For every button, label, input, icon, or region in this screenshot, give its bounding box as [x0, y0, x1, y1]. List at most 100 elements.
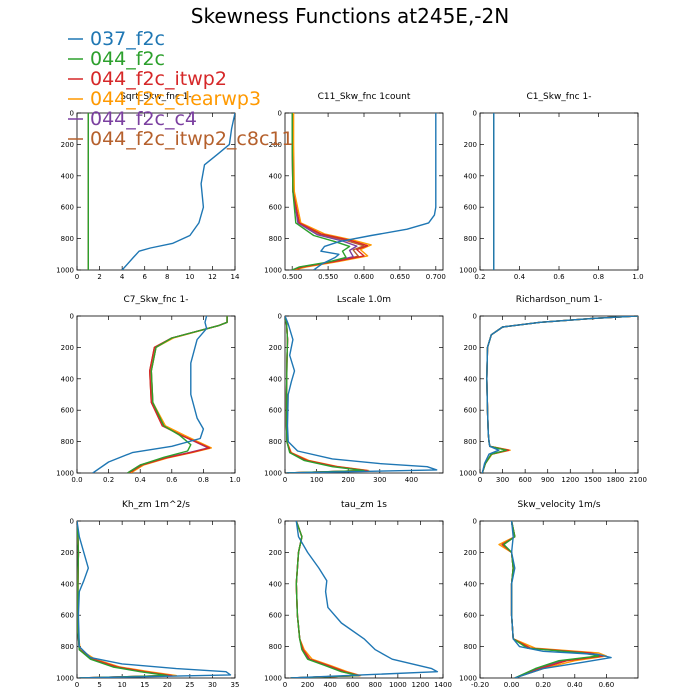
x-tick-label: 0	[478, 476, 482, 484]
y-tick-label: 800	[269, 235, 282, 243]
y-tick-label: 1000	[56, 267, 74, 275]
y-tick-label: 400	[269, 172, 282, 180]
figure-title: Skewness Functions at245E,-2N	[191, 4, 509, 28]
plot-frame	[76, 112, 236, 271]
panel-5: Lscale 1.0m 0 100 200 300 400 0 200 400 600 800 100…	[264, 295, 444, 484]
x-tick-label: 1200	[412, 681, 430, 689]
panel-title: Lscale 1.0m	[337, 295, 391, 305]
y-tick-label: 400	[464, 375, 477, 383]
x-tick-label: 1.0	[632, 273, 643, 281]
x-tick-label: -0.20	[471, 681, 489, 689]
legend-label: 044_f2c_itwp2_c8c11	[90, 128, 294, 150]
y-tick-label: 200	[61, 549, 74, 557]
series-line-037_f2c	[285, 316, 438, 473]
y-tick-label: 800	[464, 235, 477, 243]
x-tick-label: 600	[346, 681, 359, 689]
x-tick-label: 300	[373, 476, 386, 484]
x-tick-label: 1400	[434, 681, 452, 689]
x-tick-label: 0.550	[318, 273, 338, 281]
y-tick-label: 0	[70, 110, 74, 118]
x-tick-label: 10	[185, 273, 194, 281]
series-group	[290, 521, 439, 678]
x-tick-label: 8	[165, 273, 169, 281]
series-line-037_f2c	[92, 316, 208, 473]
x-tick-label: 0.6	[166, 476, 178, 484]
panel-title: C7_Skw_fnc 1-	[124, 295, 189, 305]
x-tick-label: 0.40	[567, 681, 583, 689]
y-tick-label: 1000	[459, 675, 477, 683]
series-group	[291, 113, 437, 270]
legend-label: 044_f2c_itwp2	[90, 68, 227, 90]
x-tick-label: 0	[283, 681, 287, 689]
series-group	[498, 521, 612, 678]
x-tick-label: 30	[208, 681, 217, 689]
series-line-044_f2c	[127, 316, 228, 473]
x-tick-label: 400	[405, 476, 418, 484]
panel-title: Sqrt_Skw_fnc 1-	[120, 92, 192, 102]
series-line-044_f2c_clearwp3	[130, 316, 228, 473]
x-tick-label: 0.500	[282, 273, 302, 281]
x-tick-label: 0.0	[71, 476, 82, 484]
x-tick-label: 4	[120, 273, 125, 281]
y-tick-label: 400	[269, 580, 282, 588]
panel-2: C11_Skw_fnc 1count 0.500 0.550 0.600 0.650 0.…	[264, 92, 446, 281]
y-tick-label: 1000	[264, 675, 282, 683]
y-tick-label: 200	[269, 141, 282, 149]
series-group	[481, 316, 638, 473]
y-tick-label: 600	[269, 204, 282, 212]
legend-label: 044_f2c	[90, 48, 165, 70]
x-tick-label: 0.20	[535, 681, 551, 689]
x-tick-label: 35	[231, 681, 240, 689]
series-line-044_f2c	[291, 113, 351, 270]
series-line-037_f2c	[77, 521, 232, 678]
y-tick-label: 1000	[264, 470, 282, 478]
plot-frame	[479, 315, 639, 474]
panel-1: Sqrt_Skw_fnc 1- 0 2 4 6 8 10 12 14 0 200 400 600 800 1…	[56, 92, 240, 281]
series-line-044_f2c_clearwp3	[290, 521, 362, 678]
y-tick-label: 200	[269, 344, 282, 352]
series-group	[87, 113, 235, 270]
y-tick-label: 200	[61, 141, 74, 149]
x-tick-label: 0.8	[593, 273, 604, 281]
series-line-044_f2c_c4	[285, 316, 367, 473]
panel-8: tau_zm 1s 0 200 400 600 800 1000 1200 1400 0 200 40…	[264, 500, 452, 689]
panel-title: Skw_velocity 1m/s	[517, 500, 600, 510]
panel-7: Kh_zm 1m^2/s 0 5 10 15 20 25 30 35 0 200 400 600 800 1…	[56, 500, 239, 689]
y-tick-label: 800	[61, 643, 74, 651]
x-tick-label: 1500	[584, 476, 602, 484]
x-tick-label: 20	[163, 681, 172, 689]
y-tick-label: 0	[473, 313, 477, 321]
legend: 037_f2c044_f2c044_f2c_itwp2044_f2c_clear…	[68, 28, 294, 150]
series-line-037_f2c	[121, 113, 235, 270]
y-tick-label: 800	[269, 438, 282, 446]
x-tick-label: 0.650	[390, 273, 410, 281]
series-group	[77, 521, 232, 678]
series-line-044_f2c	[481, 316, 638, 473]
series-line-044_f2c	[77, 521, 169, 678]
panel-9: Skw_velocity 1m/s -0.20 0.00 0.20 0.40 0.60 0 2…	[459, 500, 639, 689]
x-tick-label: 0	[283, 476, 287, 484]
x-tick-label: 5	[97, 681, 101, 689]
y-tick-label: 400	[464, 580, 477, 588]
panel-title: tau_zm 1s	[341, 500, 387, 510]
x-tick-label: 14	[231, 273, 240, 281]
series-line-044_f2c_clearwp3	[77, 521, 178, 678]
panel-title: C11_Skw_fnc 1count	[318, 92, 411, 102]
series-line-044_f2c_itwp2_c8c11	[285, 316, 368, 473]
legend-label: 037_f2c	[90, 28, 165, 50]
y-tick-label: 0	[278, 110, 282, 118]
x-tick-label: 10	[118, 681, 127, 689]
y-tick-label: 200	[269, 549, 282, 557]
y-tick-label: 600	[464, 204, 477, 212]
panel-3: C1_Skw_fnc 1- 0.2 0.4 0.6 0.8 1.0 0 200 400 600 80…	[459, 92, 643, 281]
x-tick-label: 0.00	[504, 681, 520, 689]
panel-title: C1_Skw_fnc 1-	[527, 92, 592, 102]
x-tick-label: 2100	[629, 476, 647, 484]
series-group	[285, 316, 438, 473]
x-tick-label: 1000	[389, 681, 407, 689]
series-line-044_f2c	[503, 521, 600, 678]
y-tick-label: 800	[61, 235, 74, 243]
series-line-044_f2c_itwp2_c8c11	[127, 316, 228, 473]
x-tick-label: 0	[75, 273, 79, 281]
